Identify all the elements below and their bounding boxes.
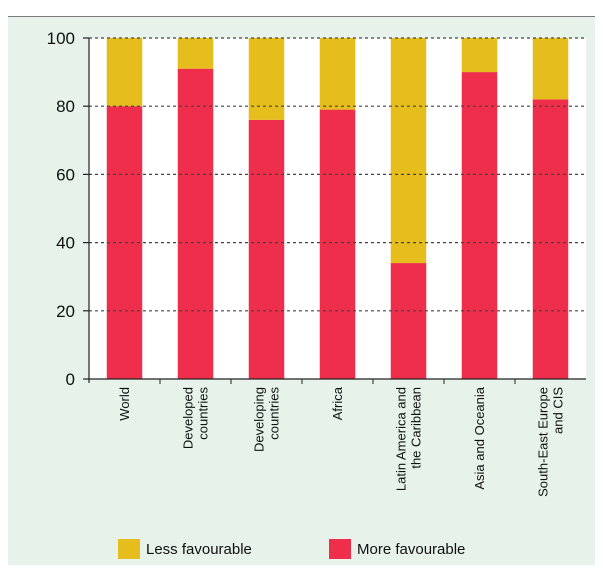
bar-more-favourable-2 xyxy=(248,119,285,379)
bar-less-favourable-1 xyxy=(177,38,214,69)
bar-less-favourable-6 xyxy=(532,38,569,100)
x-tick-label-5: Asia and Oceania xyxy=(472,386,487,489)
y-tick-label-40: 40 xyxy=(56,234,75,253)
x-tick-label-3: Africa xyxy=(330,386,345,420)
bar-less-favourable-2 xyxy=(248,38,285,120)
bar-less-favourable-4 xyxy=(390,38,427,264)
bar-less-favourable-3 xyxy=(319,38,356,110)
y-tick-label-60: 60 xyxy=(56,165,75,184)
bar-more-favourable-5 xyxy=(461,72,498,379)
bar-more-favourable-6 xyxy=(532,99,569,379)
x-tick-label-1: Developedcountries xyxy=(181,387,211,450)
legend-swatch-more-favourable xyxy=(329,539,351,559)
bar-less-favourable-0 xyxy=(106,38,143,107)
y-tick-label-80: 80 xyxy=(56,97,75,116)
legend-label-more-favourable: More favourable xyxy=(357,540,466,558)
legend-label-less-favourable: Less favourable xyxy=(146,540,252,558)
x-tick-label-4: Latin America andthe Caribbean xyxy=(394,387,424,491)
bar-more-favourable-1 xyxy=(177,68,214,379)
y-tick-label-100: 100 xyxy=(47,29,75,48)
legend-swatch-less-favourable xyxy=(118,539,140,559)
y-tick-label-20: 20 xyxy=(56,302,75,321)
bar-less-favourable-5 xyxy=(461,38,498,73)
x-tick-label-6: South-East Europeand CIS xyxy=(536,387,566,497)
legend-item-less-favourable: Less favourable xyxy=(118,538,252,560)
bar-more-favourable-0 xyxy=(106,106,143,379)
x-tick-label-0: World xyxy=(117,387,132,421)
bar-more-favourable-4 xyxy=(390,263,427,379)
legend-item-more-favourable: More favourable xyxy=(329,538,465,560)
bar-more-favourable-3 xyxy=(319,109,356,380)
y-tick-label-0: 0 xyxy=(66,370,75,389)
x-tick-label-2: Developingcountries xyxy=(252,387,282,453)
